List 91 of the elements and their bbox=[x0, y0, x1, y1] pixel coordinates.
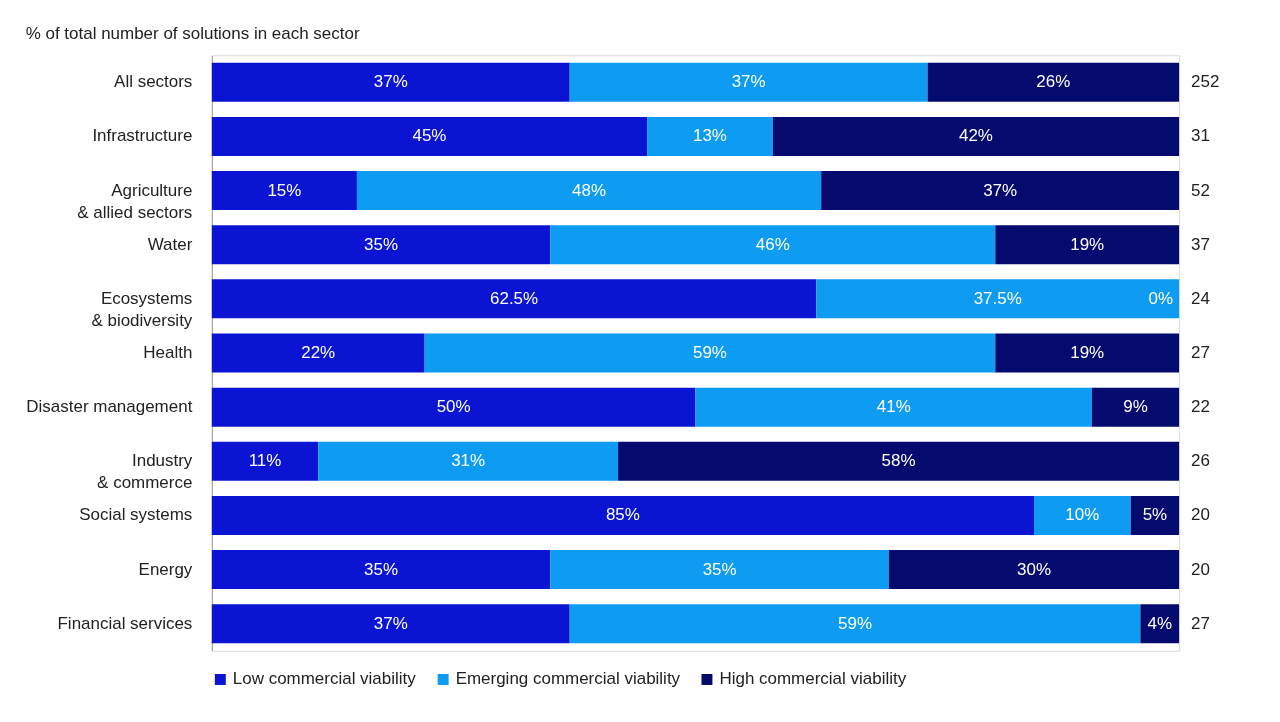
y-tick-label: Disaster management bbox=[26, 397, 193, 417]
data-label: 35% bbox=[364, 234, 399, 254]
data-label: 9% bbox=[1123, 397, 1148, 417]
y-tick-label: Industry & commerce bbox=[97, 451, 193, 493]
text: 27 bbox=[1191, 342, 1210, 362]
data-label: 62.5% bbox=[490, 288, 539, 308]
bar bbox=[211, 441, 319, 481]
bar bbox=[318, 441, 619, 481]
data-label: 19% bbox=[1070, 234, 1105, 254]
data-label: 59% bbox=[838, 613, 873, 633]
y-tick-label: Health bbox=[143, 342, 193, 362]
bar bbox=[888, 550, 1180, 590]
bar bbox=[995, 225, 1180, 265]
data-label: 5% bbox=[1142, 505, 1168, 525]
bar bbox=[211, 279, 817, 319]
data-label: 42% bbox=[958, 126, 993, 146]
data-label: 4% bbox=[1147, 613, 1172, 633]
legend-label: Emerging commercial viability bbox=[455, 669, 681, 689]
bar bbox=[211, 550, 551, 590]
y-tick-label: Energy bbox=[138, 559, 193, 579]
data-label: 37% bbox=[731, 72, 766, 92]
text: 20 bbox=[1191, 505, 1210, 525]
legend-label: Low commercial viability bbox=[232, 669, 417, 689]
data-label: 26% bbox=[1036, 72, 1071, 92]
y-tick-label: Water bbox=[147, 234, 193, 254]
data-label: 22% bbox=[301, 342, 336, 362]
data-label: 41% bbox=[876, 397, 911, 417]
y-tick-label: Financial services bbox=[57, 613, 193, 633]
bar bbox=[1033, 495, 1131, 535]
bar bbox=[211, 387, 696, 427]
data-label: 0% bbox=[1148, 288, 1174, 308]
data-label: 13% bbox=[692, 126, 727, 146]
bar bbox=[995, 333, 1180, 373]
bar bbox=[927, 62, 1180, 102]
data-label: 58% bbox=[881, 451, 916, 471]
bar bbox=[211, 62, 570, 102]
data-label: 37% bbox=[983, 180, 1018, 200]
y-tick-label: Infrastructure bbox=[92, 126, 193, 146]
text: 31 bbox=[1191, 126, 1210, 146]
bar bbox=[211, 495, 1034, 535]
data-label: 37% bbox=[373, 72, 408, 92]
data-label: 10% bbox=[1065, 505, 1100, 525]
data-label: 45% bbox=[412, 126, 447, 146]
bar bbox=[211, 116, 648, 156]
text: 26 bbox=[1191, 451, 1210, 471]
bar bbox=[424, 333, 996, 373]
text: 52 bbox=[1191, 180, 1210, 200]
bar bbox=[569, 604, 1141, 644]
data-label: 48% bbox=[572, 180, 607, 200]
data-label: 19% bbox=[1070, 342, 1105, 362]
data-label: 59% bbox=[692, 342, 727, 362]
data-label: 50% bbox=[436, 397, 471, 417]
y-tick-label: Agriculture & allied sectors bbox=[77, 180, 193, 222]
data-label: 15% bbox=[267, 180, 302, 200]
data-label: 46% bbox=[755, 234, 790, 254]
bar bbox=[1130, 495, 1180, 535]
y-axis-title: % of total number of solutions in each sector bbox=[25, 24, 360, 44]
data-label: 11% bbox=[248, 451, 282, 471]
bar bbox=[211, 225, 551, 265]
data-label: 31% bbox=[451, 451, 486, 471]
text: 37 bbox=[1191, 234, 1210, 254]
bar bbox=[647, 116, 773, 156]
bar bbox=[211, 333, 425, 373]
data-label: 85% bbox=[605, 505, 640, 525]
bar bbox=[550, 225, 996, 265]
bar bbox=[821, 171, 1180, 211]
bar bbox=[772, 116, 1180, 156]
y-tick-label: Social systems bbox=[79, 505, 193, 525]
text: 252 bbox=[1191, 72, 1220, 92]
y-tick-label: Ecosystems & biodiversity bbox=[91, 288, 193, 330]
bar bbox=[569, 62, 928, 102]
y-tick-label: All sectors bbox=[114, 72, 193, 92]
bar bbox=[356, 171, 822, 211]
bar bbox=[211, 604, 570, 644]
text: 20 bbox=[1191, 559, 1210, 579]
text: 22 bbox=[1191, 397, 1210, 417]
text: 27 bbox=[1191, 613, 1210, 633]
bar bbox=[816, 279, 1180, 319]
data-label: 37.5% bbox=[973, 288, 1022, 308]
bar bbox=[1092, 387, 1180, 427]
bar bbox=[1140, 604, 1180, 644]
bar bbox=[211, 171, 357, 211]
data-label: 37% bbox=[373, 613, 408, 633]
text: 24 bbox=[1191, 288, 1210, 308]
data-label: 35% bbox=[702, 559, 737, 579]
data-label: 35% bbox=[364, 559, 399, 579]
bar bbox=[550, 550, 889, 590]
bar bbox=[695, 387, 1093, 427]
legend-label: High commercial viability bbox=[719, 669, 907, 689]
data-label: 30% bbox=[1017, 559, 1051, 579]
bar bbox=[618, 441, 1180, 481]
